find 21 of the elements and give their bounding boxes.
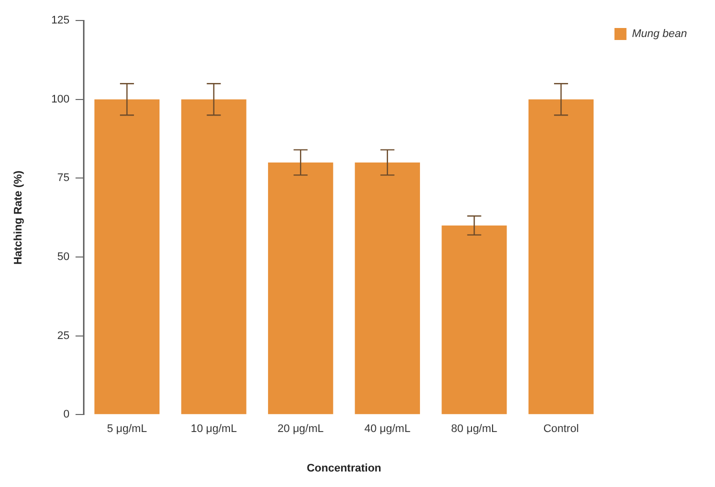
x-tick-label: Control [543, 423, 579, 436]
x-tick-label: 20 μg/mL [278, 423, 324, 436]
bar [94, 99, 160, 414]
bar [528, 99, 594, 414]
x-axis-title: Concentration [306, 462, 382, 474]
y-tick-label: 125 [51, 14, 70, 27]
bar [442, 225, 507, 414]
y-tick-label: 0 [63, 408, 70, 421]
y-axis-title: Hatching Rate (%) [12, 170, 25, 265]
bar [354, 162, 420, 414]
y-tick-label: 50 [57, 251, 70, 264]
x-tick-label: 10 μg/mL [190, 423, 237, 436]
x-tick-label: 40 μg/mL [364, 423, 410, 436]
x-tick-label: 80 μg/mL [451, 423, 498, 436]
bar [268, 162, 334, 414]
x-tick-label: 5 μg/mL [106, 423, 147, 436]
legend-label: Mung bean [632, 28, 688, 40]
y-tick-label: 75 [57, 172, 70, 184]
y-tick-label: 25 [57, 330, 70, 342]
bar [181, 99, 246, 414]
y-tick-label: 100 [51, 93, 70, 106]
